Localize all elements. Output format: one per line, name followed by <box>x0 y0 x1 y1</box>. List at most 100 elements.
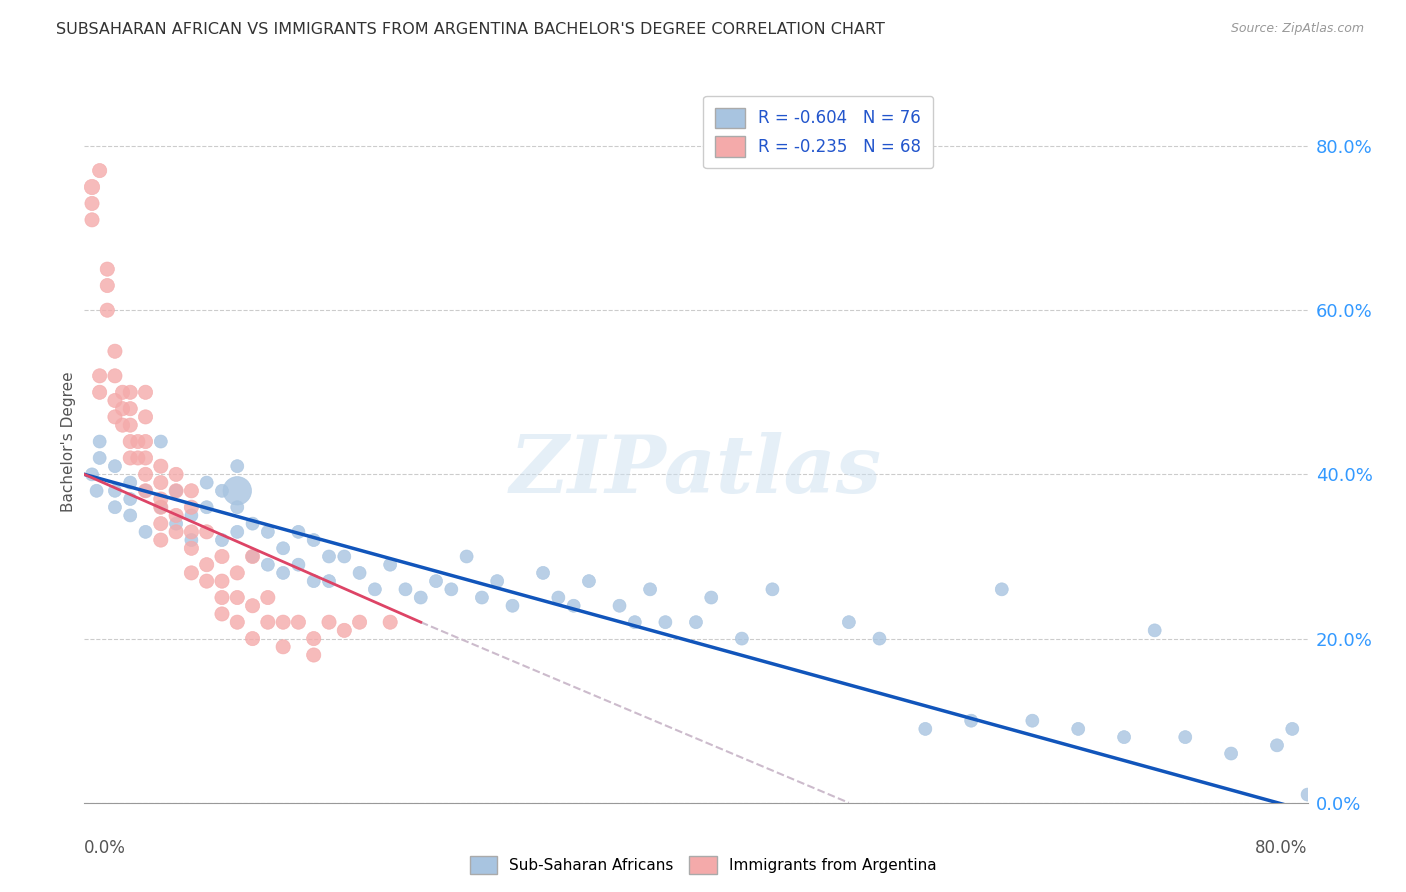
Point <box>104 500 127 515</box>
Point <box>111 418 134 433</box>
Point <box>149 516 172 531</box>
Point <box>135 385 157 400</box>
Point <box>120 385 142 400</box>
Point <box>287 615 309 630</box>
Point <box>104 393 127 408</box>
Point <box>318 615 340 630</box>
Point <box>1220 747 1243 761</box>
Point <box>302 533 325 547</box>
Point <box>242 632 264 646</box>
Point <box>1067 722 1090 736</box>
Text: 80.0%: 80.0% <box>1256 838 1308 857</box>
Point <box>165 508 187 523</box>
Point <box>89 385 111 400</box>
Point <box>731 632 754 646</box>
Point <box>149 500 172 515</box>
Point <box>1265 739 1288 753</box>
Point <box>211 574 233 588</box>
Point <box>761 582 783 597</box>
Point <box>364 582 387 597</box>
Point <box>242 549 264 564</box>
Point <box>149 491 172 506</box>
Point <box>195 500 218 515</box>
Point <box>624 615 647 630</box>
Point <box>486 574 509 588</box>
Point <box>1143 624 1166 638</box>
Point <box>180 483 202 498</box>
Point <box>287 524 309 539</box>
Point <box>195 574 218 588</box>
Point <box>211 591 233 605</box>
Point <box>318 574 340 588</box>
Point <box>180 533 202 547</box>
Point <box>271 615 294 630</box>
Point <box>242 516 264 531</box>
Point <box>180 508 202 523</box>
Point <box>409 591 432 605</box>
Y-axis label: Bachelor's Degree: Bachelor's Degree <box>60 371 76 512</box>
Point <box>394 582 416 597</box>
Point <box>96 262 118 277</box>
Point <box>165 524 187 539</box>
Point <box>180 566 202 580</box>
Point <box>211 549 233 564</box>
Point <box>89 163 111 178</box>
Point <box>149 500 172 515</box>
Point <box>96 278 118 293</box>
Text: ZIPatlas: ZIPatlas <box>510 432 882 509</box>
Point <box>547 591 569 605</box>
Point <box>609 599 631 613</box>
Point <box>104 344 127 359</box>
Point <box>242 549 264 564</box>
Point <box>135 409 157 424</box>
Point <box>257 615 280 630</box>
Point <box>211 533 233 547</box>
Point <box>1021 714 1043 728</box>
Point <box>349 566 371 580</box>
Point <box>120 401 142 416</box>
Point <box>120 491 142 506</box>
Point <box>869 632 891 646</box>
Point <box>135 467 157 482</box>
Point <box>149 533 172 547</box>
Point <box>1114 730 1136 744</box>
Point <box>149 459 172 474</box>
Point <box>120 508 142 523</box>
Text: 0.0%: 0.0% <box>84 838 127 857</box>
Point <box>302 648 325 662</box>
Point <box>578 574 600 588</box>
Point <box>80 196 103 211</box>
Legend: Sub-Saharan Africans, Immigrants from Argentina: Sub-Saharan Africans, Immigrants from Ar… <box>464 850 942 880</box>
Point <box>111 401 134 416</box>
Point <box>195 524 218 539</box>
Point <box>531 566 554 580</box>
Point <box>471 591 494 605</box>
Point <box>226 615 249 630</box>
Point <box>685 615 707 630</box>
Point <box>991 582 1014 597</box>
Point <box>80 180 103 194</box>
Point <box>89 368 111 383</box>
Text: SUBSAHARAN AFRICAN VS IMMIGRANTS FROM ARGENTINA BACHELOR'S DEGREE CORRELATION CH: SUBSAHARAN AFRICAN VS IMMIGRANTS FROM AR… <box>56 22 886 37</box>
Point <box>1296 788 1319 802</box>
Point <box>242 599 264 613</box>
Point <box>120 450 142 465</box>
Point <box>165 516 187 531</box>
Point <box>195 558 218 572</box>
Point <box>135 434 157 449</box>
Point <box>96 303 118 318</box>
Point <box>700 591 723 605</box>
Point <box>287 558 309 572</box>
Point <box>180 524 202 539</box>
Point <box>104 409 127 424</box>
Point <box>135 483 157 498</box>
Point <box>349 615 371 630</box>
Point <box>380 558 402 572</box>
Point <box>226 483 249 498</box>
Point <box>226 591 249 605</box>
Point <box>333 549 356 564</box>
Point <box>960 714 983 728</box>
Point <box>120 434 142 449</box>
Point <box>180 541 202 556</box>
Point <box>440 582 463 597</box>
